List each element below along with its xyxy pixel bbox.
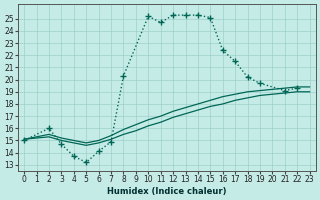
X-axis label: Humidex (Indice chaleur): Humidex (Indice chaleur)	[107, 187, 227, 196]
